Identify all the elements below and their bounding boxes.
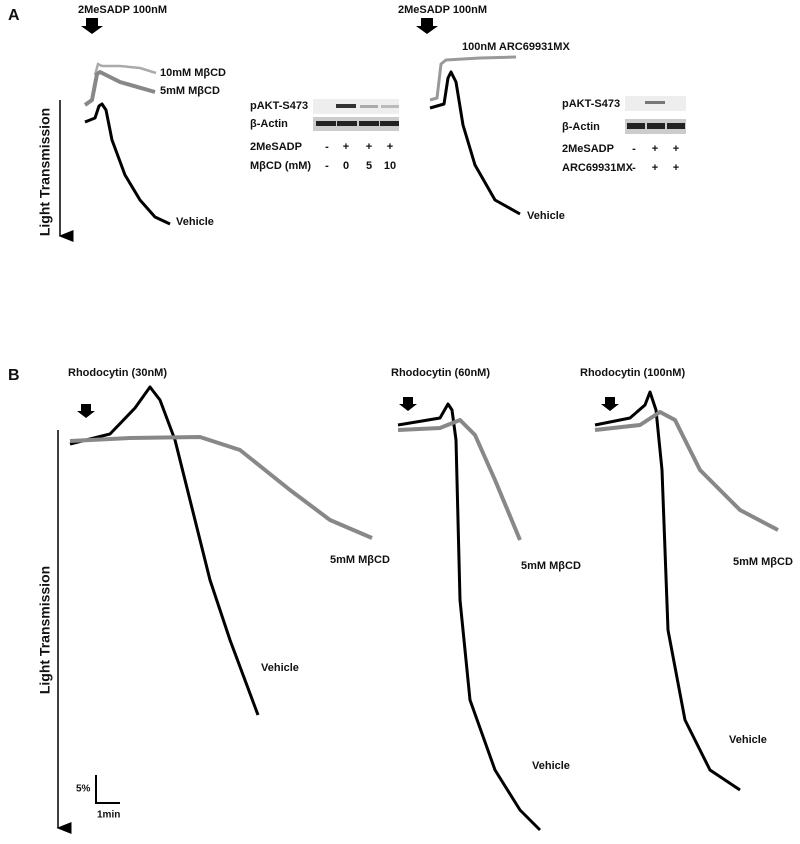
cell: 5 [366,160,372,172]
row-label: MβCD (mM) [250,160,311,172]
band [381,105,399,108]
row-label: 2MeSADP [562,143,614,155]
band [645,101,665,104]
band [360,105,378,108]
cell: + [652,143,658,155]
stimulus: Rhodocytin (60nM) [391,367,490,379]
cell: + [366,141,372,153]
cell: + [343,141,349,153]
band-label: β-Actin [250,118,288,130]
scale-label: 5% [76,784,91,795]
bands [627,123,685,129]
scale-bar [95,775,120,804]
stimulus: 2MeSADP 100nM [78,4,167,16]
row-label: ARC69931MX [562,162,634,174]
arrow [77,404,95,418]
arrow [416,18,438,34]
panel-label: A [8,7,20,24]
arrow [399,397,417,411]
trace-label: Vehicle [527,210,565,222]
trace [594,390,741,792]
cell: 10 [384,160,396,172]
arrow [81,18,103,34]
trace [93,62,157,76]
trace-label: Vehicle [176,216,214,228]
cell: + [387,141,393,153]
trace-label: 100nM ARC69931MX [462,41,570,53]
trace [397,402,542,832]
blot-rows: 2MeSADP - + + + MβCD (mM) - 0 5 10 [250,141,396,172]
trace-label: Vehicle [729,734,767,746]
trace-label: 5mM MβCD [330,554,390,566]
cell: + [673,143,679,155]
axis-label: Light Transmission [37,566,53,694]
cell: + [652,162,658,174]
bands [316,121,399,126]
stimulus: Rhodocytin (100nM) [580,367,685,379]
trace-label: 10mM MβCD [160,67,226,79]
trace [69,385,260,716]
blot-rows: 2MeSADP - + +ARC69931MX - + + [562,143,679,174]
row-label: 2MeSADP [250,141,302,153]
cell: - [325,141,329,153]
arrow [601,397,619,411]
cell: 0 [343,160,349,172]
trace [594,410,779,532]
band-label: pAKT-S473 [562,98,620,110]
trace [84,102,171,226]
scale-label: 1min [97,810,120,821]
trace-label: 5mM MβCD [733,556,793,568]
trace-label: Vehicle [261,662,299,674]
trace [397,418,522,541]
axis-label: Light Transmission [37,108,53,236]
trace-label: 5mM MβCD [160,85,220,97]
panel-label: B [8,367,20,384]
cell: - [325,160,329,172]
trace [429,70,521,216]
cell: - [632,143,636,155]
band-label: pAKT-S473 [250,100,308,112]
trace [83,70,156,107]
cell: - [632,162,636,174]
stimulus: 2MeSADP 100nM [398,4,487,16]
trace-label: 5mM MβCD [521,560,581,572]
band-label: β-Actin [562,121,600,133]
band [336,104,356,108]
trace-label: Vehicle [532,760,570,772]
stimulus: Rhodocytin (30nM) [68,367,167,379]
trace [69,435,373,540]
cell: + [673,162,679,174]
trace [429,55,517,102]
